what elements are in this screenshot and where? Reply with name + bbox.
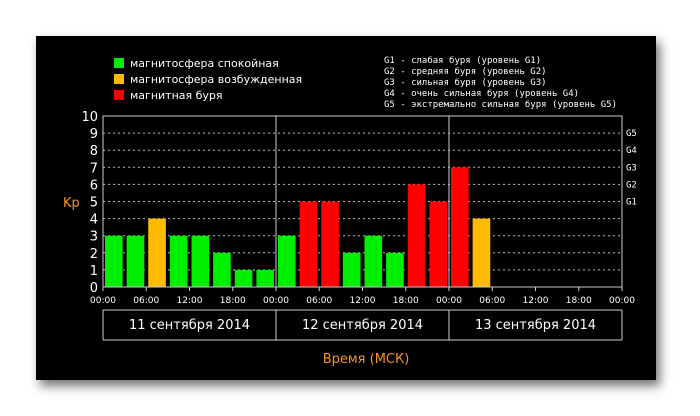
bar-quiet: [234, 269, 253, 287]
kp-index-chart: магнитосфера спокойная магнитосфера возб…: [63, 55, 637, 367]
bar-storm: [299, 201, 318, 287]
x-tick-label: 18:00: [393, 296, 419, 306]
y-tick-label: 10: [81, 110, 98, 125]
g-scale-item-4: G4 - очень сильная буря (уровень G4): [384, 88, 579, 99]
x-tick-label: 18:00: [220, 296, 246, 306]
g-level-label: G4: [626, 146, 637, 156]
g-level-label: G3: [626, 163, 637, 173]
x-tick-label: 12:00: [523, 296, 549, 306]
y-tick-label: 7: [90, 161, 98, 176]
x-tick-label: 12:00: [350, 296, 376, 306]
bar-active: [148, 218, 166, 287]
legend-swatch-active: [114, 74, 124, 84]
g-scale-legend: G1 - слабая буря (уровень G1) G2 - средн…: [384, 55, 617, 110]
y-tick-label: 4: [90, 213, 98, 228]
bar-quiet: [256, 269, 274, 287]
axes: 0 1 2 3 4 5 6 7 8 9 10 G1 G2 G3 G4 G5 00:00 06:00 12:00 18:…: [81, 110, 637, 341]
bar-storm: [451, 167, 469, 287]
y-tick-label: 1: [90, 264, 98, 279]
y-tick-label: 9: [90, 127, 98, 142]
bar-quiet: [386, 252, 404, 287]
x-tick-label: 00:00: [436, 296, 462, 306]
bar-quiet: [191, 235, 210, 287]
legend-swatch-quiet: [114, 58, 124, 68]
g-scale-item-5: G5 - экстремально сильная буря (уровень …: [384, 99, 617, 110]
g-level-label: G1: [626, 198, 637, 208]
bar-storm: [429, 201, 447, 287]
y-axis-title: Kp: [63, 196, 80, 211]
g-scale-item-1: G1 - слабая буря (уровень G1): [384, 55, 541, 66]
x-tick-label: 18:00: [566, 296, 592, 306]
y-tick-label: 0: [90, 281, 98, 296]
x-tick-label: 00:00: [90, 296, 116, 306]
y-tick-label: 5: [90, 196, 98, 211]
x-tick-label: 06:00: [133, 296, 159, 306]
day-label: 11 сентября 2014: [129, 318, 250, 333]
bar-quiet: [169, 235, 188, 287]
x-tick-label: 12:00: [177, 296, 203, 306]
bar-storm: [321, 201, 339, 287]
y-tick-label: 3: [90, 230, 98, 245]
bar-quiet: [126, 235, 145, 287]
bar-quiet: [278, 235, 296, 287]
x-axis-title: Время (МСК): [323, 352, 410, 367]
y-tick-label: 6: [90, 178, 98, 193]
bar-quiet: [342, 252, 361, 287]
g-level-label: G5: [626, 129, 637, 139]
y-tick-label: 8: [90, 144, 98, 159]
chart-panel: магнитосфера спокойная магнитосфера возб…: [36, 36, 656, 380]
bar-storm: [407, 184, 426, 287]
legend-label-active: магнитосфера возбужденная: [130, 73, 302, 86]
x-tick-label: 00:00: [609, 296, 635, 306]
g-level-label: G2: [626, 180, 637, 190]
legend-label-quiet: магнитосфера спокойная: [130, 57, 279, 70]
legend-swatch-storm: [114, 90, 124, 100]
x-tick-label: 06:00: [306, 296, 332, 306]
day-label: 13 сентября 2014: [475, 318, 596, 333]
g-scale-item-2: G2 - средняя буря (уровень G2): [384, 66, 547, 77]
bar-quiet: [364, 235, 383, 287]
x-tick-label: 06:00: [479, 296, 505, 306]
bar-quiet: [105, 235, 123, 287]
bars: [105, 167, 491, 287]
day-label: 12 сентября 2014: [302, 318, 423, 333]
bar-active: [472, 218, 491, 287]
color-legend: магнитосфера спокойная магнитосфера возб…: [114, 57, 302, 102]
x-tick-label: 00:00: [263, 296, 289, 306]
y-tick-label: 2: [90, 247, 98, 262]
g-scale-item-3: G3 - сильная буря (уровень G3): [384, 77, 547, 88]
bar-quiet: [213, 252, 231, 287]
legend-label-storm: магнитная буря: [130, 89, 223, 102]
